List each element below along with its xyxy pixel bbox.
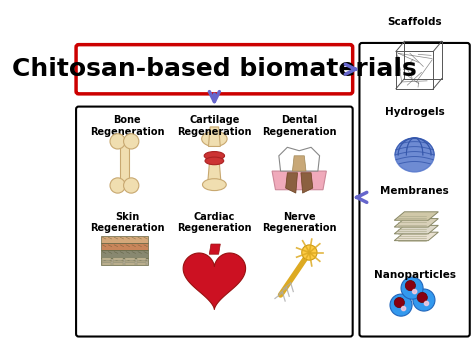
Circle shape: [424, 301, 428, 305]
Polygon shape: [100, 250, 148, 258]
Polygon shape: [100, 243, 148, 250]
FancyBboxPatch shape: [359, 43, 470, 336]
Ellipse shape: [204, 151, 225, 160]
Polygon shape: [279, 147, 319, 171]
Ellipse shape: [201, 131, 227, 146]
Text: Chitosan-based biomaterials: Chitosan-based biomaterials: [12, 57, 417, 81]
FancyBboxPatch shape: [76, 107, 353, 336]
Polygon shape: [125, 258, 135, 260]
Polygon shape: [394, 212, 438, 220]
Polygon shape: [100, 258, 148, 265]
Polygon shape: [101, 263, 111, 265]
Polygon shape: [101, 258, 111, 260]
Text: Cartilage
Regeneration: Cartilage Regeneration: [177, 115, 252, 136]
Polygon shape: [137, 263, 146, 265]
Text: Membranes: Membranes: [380, 186, 449, 195]
Circle shape: [110, 134, 125, 149]
Text: Nerve
Regeneration: Nerve Regeneration: [262, 212, 337, 233]
Text: Nanoparticles: Nanoparticles: [374, 270, 456, 280]
Polygon shape: [101, 261, 111, 262]
Polygon shape: [292, 156, 306, 171]
Circle shape: [413, 289, 435, 311]
Polygon shape: [394, 232, 438, 241]
Polygon shape: [272, 171, 327, 190]
Polygon shape: [125, 261, 135, 262]
Circle shape: [302, 245, 317, 260]
Ellipse shape: [205, 157, 224, 165]
Polygon shape: [394, 218, 438, 227]
Polygon shape: [208, 164, 221, 185]
Polygon shape: [301, 173, 313, 193]
Polygon shape: [394, 225, 438, 234]
Text: Dental
Regeneration: Dental Regeneration: [262, 115, 337, 136]
Text: Cardiac
Regeneration: Cardiac Regeneration: [177, 212, 252, 233]
Polygon shape: [137, 258, 146, 260]
Polygon shape: [286, 173, 298, 193]
Ellipse shape: [202, 179, 226, 191]
Circle shape: [124, 134, 139, 149]
Text: Skin
Regeneration: Skin Regeneration: [90, 212, 164, 233]
Ellipse shape: [395, 138, 434, 172]
Polygon shape: [120, 141, 128, 186]
Polygon shape: [100, 236, 148, 243]
Text: Hydrogels: Hydrogels: [385, 107, 445, 117]
Circle shape: [394, 297, 404, 308]
Circle shape: [401, 277, 423, 299]
Text: Scaffolds: Scaffolds: [387, 17, 442, 27]
Circle shape: [405, 281, 415, 291]
Polygon shape: [209, 127, 220, 146]
Circle shape: [401, 306, 406, 310]
Polygon shape: [125, 263, 135, 265]
Polygon shape: [113, 263, 123, 265]
FancyBboxPatch shape: [76, 45, 353, 94]
Circle shape: [417, 292, 428, 302]
Circle shape: [110, 178, 125, 193]
Polygon shape: [113, 261, 123, 262]
Polygon shape: [183, 253, 246, 309]
Text: Bone
Regeneration: Bone Regeneration: [90, 115, 164, 136]
Polygon shape: [210, 244, 220, 254]
Circle shape: [390, 294, 412, 316]
Polygon shape: [113, 258, 123, 260]
Circle shape: [412, 289, 417, 294]
Circle shape: [124, 178, 139, 193]
Polygon shape: [137, 261, 146, 262]
